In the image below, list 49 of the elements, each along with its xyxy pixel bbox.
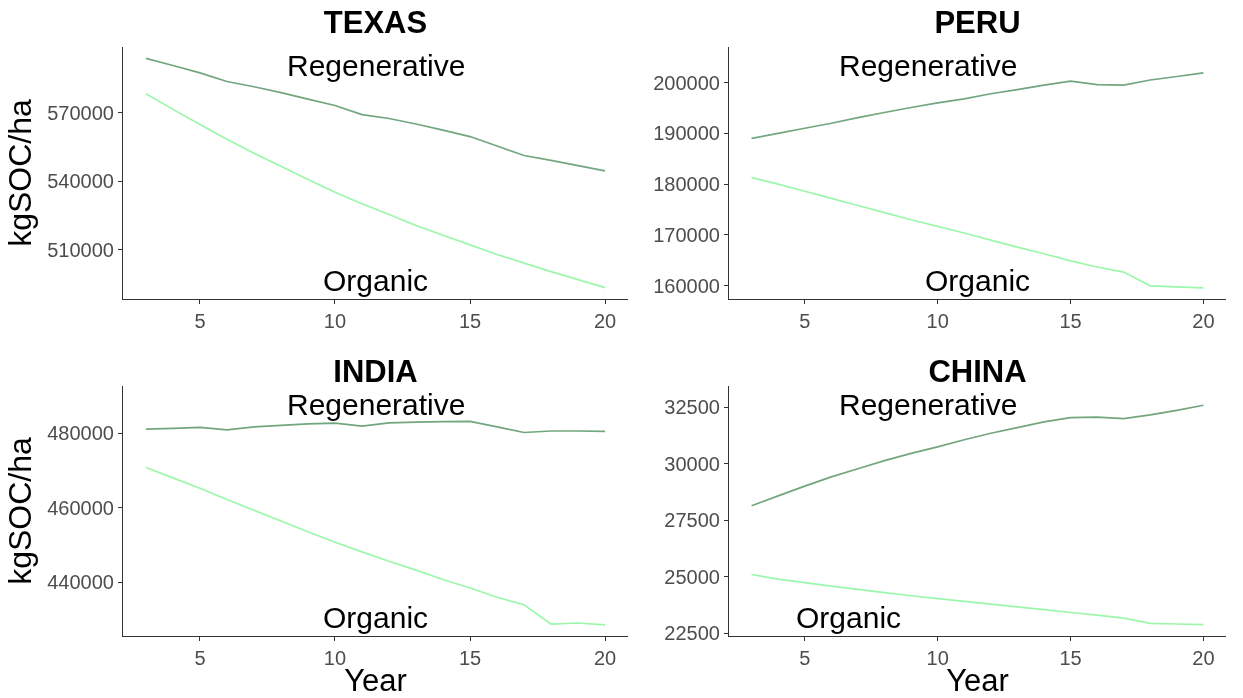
x-tick-label: 20 <box>593 310 617 333</box>
x-tick-label: 5 <box>194 310 206 333</box>
y-tick-label: 480000 <box>47 422 114 445</box>
y-tick-label: 190000 <box>653 122 720 145</box>
x-tick-label: 5 <box>194 647 206 670</box>
y-tick-label: 32500 <box>664 396 720 419</box>
series-label: Regenerative <box>287 388 466 421</box>
y-tick-label: 460000 <box>47 496 114 519</box>
x-tick-label: 20 <box>1192 647 1215 670</box>
y-tick-label: 22500 <box>664 622 720 645</box>
y-tick-label: 27500 <box>664 509 720 532</box>
chart-title: TEXAS <box>323 4 428 40</box>
series-label: Organic <box>796 601 902 634</box>
chart-title: INDIA <box>333 353 418 389</box>
x-axis-title: Year <box>344 663 407 698</box>
x-tick-label: 10 <box>926 647 949 670</box>
x-tick-label: 10 <box>323 310 347 333</box>
chart-title: CHINA <box>928 353 1027 389</box>
series-label: Organic <box>925 264 1031 297</box>
x-tick-label: 10 <box>926 310 949 333</box>
y-tick-label: 510000 <box>47 238 114 261</box>
x-tick-label: 15 <box>458 647 482 670</box>
chart-title: PERU <box>934 4 1021 40</box>
y-tick-label: 540000 <box>47 170 114 193</box>
y-tick-label: 570000 <box>47 101 114 124</box>
y-tick-label: 30000 <box>664 452 720 475</box>
line-series <box>145 420 606 434</box>
x-tick-label: 5 <box>799 310 811 333</box>
x-tick-label: 15 <box>1059 647 1082 670</box>
x-tick-label: 20 <box>1192 310 1215 333</box>
x-tick-label: 10 <box>323 647 347 670</box>
y-tick-label: 180000 <box>653 173 720 196</box>
y-axis-title: kgSOC/ha <box>1 98 38 247</box>
y-axis-title: kgSOC/ha <box>1 436 38 585</box>
series-label: Regenerative <box>839 49 1018 82</box>
series-label: Regenerative <box>287 49 466 82</box>
series-label: Organic <box>323 601 429 634</box>
y-tick-label: 25000 <box>664 565 720 588</box>
series-label: Regenerative <box>839 388 1018 421</box>
x-tick-label: 5 <box>799 647 811 670</box>
x-axis-title: Year <box>946 663 1009 698</box>
x-tick-label: 20 <box>593 647 617 670</box>
y-tick-label: 160000 <box>653 274 720 297</box>
series-label: Organic <box>323 264 429 297</box>
y-tick-label: 200000 <box>653 71 720 94</box>
x-tick-label: 15 <box>458 310 482 333</box>
y-tick-label: 170000 <box>653 223 720 246</box>
y-tick-label: 440000 <box>47 571 114 594</box>
x-tick-label: 15 <box>1059 310 1082 333</box>
